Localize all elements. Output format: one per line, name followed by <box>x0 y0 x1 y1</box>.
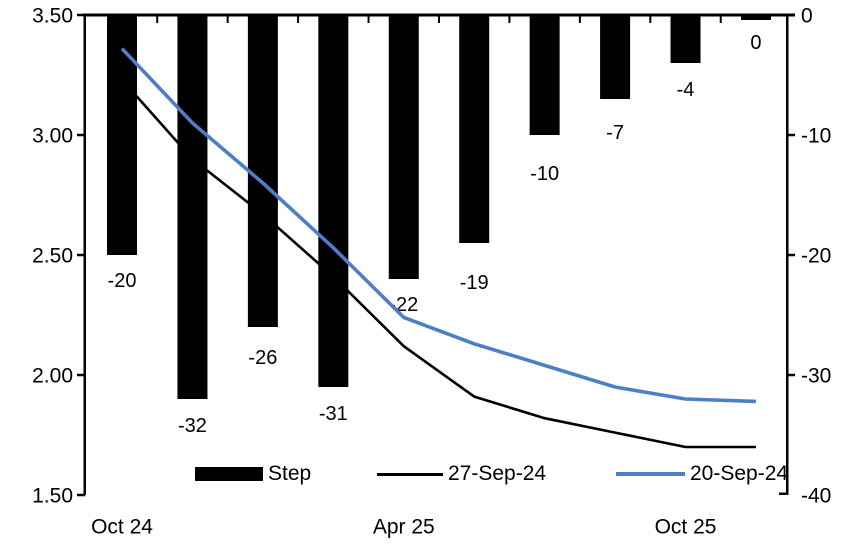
step-bar <box>459 15 490 243</box>
left-axis-tick <box>77 373 85 377</box>
bar-data-label: -32 <box>178 415 207 437</box>
top-axis-tick <box>719 15 722 23</box>
left-axis-tick <box>77 13 85 17</box>
step-bar <box>107 15 137 255</box>
bar-data-label: 0 <box>750 32 761 54</box>
left-axis-tick-label: 1.50 <box>32 485 73 508</box>
legend-label-step: Step <box>268 462 312 485</box>
right-axis-tick <box>779 492 787 495</box>
step-bar <box>529 15 560 135</box>
top-axis-tick <box>297 15 300 23</box>
step-bar <box>670 15 701 63</box>
legend-item-step: Step <box>195 460 311 488</box>
step-bar <box>740 15 771 20</box>
line-series-27-sep-24 <box>121 78 756 449</box>
line-swatch-20-sep-24 <box>616 471 685 477</box>
line-swatch-27-sep-24 <box>377 472 443 476</box>
left-axis-tick-label: 2.00 <box>32 365 73 388</box>
bar-data-label: -26 <box>248 347 277 369</box>
x-axis-label: Oct 24 <box>91 516 153 539</box>
right-axis-tick <box>787 253 795 257</box>
right-axis-tick-label: 0 <box>801 5 813 28</box>
x-axis-label: Oct 25 <box>655 516 717 539</box>
right-axis-tick-label: -20 <box>801 245 831 268</box>
bar-data-label: -31 <box>319 403 348 425</box>
top-axis-tick <box>367 15 370 23</box>
bar-data-label: -10 <box>530 163 559 185</box>
left-axis-tick <box>77 253 85 257</box>
legend-label-27-sep-24: 27-Sep-24 <box>448 462 547 485</box>
bar-data-label: -20 <box>108 270 137 292</box>
top-axis-tick <box>226 15 229 23</box>
top-axis-tick <box>508 15 511 23</box>
step-bar <box>600 15 631 99</box>
top-axis-tick <box>437 15 440 23</box>
left-axis-tick <box>77 133 85 137</box>
right-axis-tick-label: -40 <box>801 485 831 508</box>
bar-data-label: -4 <box>677 79 695 101</box>
bar-data-label: -19 <box>460 272 489 294</box>
step-bar <box>388 15 419 279</box>
left-axis-tick-label: 3.00 <box>32 125 73 148</box>
right-axis-tick-label: -30 <box>801 365 831 388</box>
left-axis-tick-label: 2.50 <box>32 245 73 268</box>
right-axis-tick <box>787 373 795 377</box>
step-bar-swatch <box>195 467 263 481</box>
step-bar <box>247 15 278 327</box>
left-axis-tick-label: 3.50 <box>32 5 73 28</box>
bar-data-label: -7 <box>606 122 624 144</box>
legend-label-20-sep-24: 20-Sep-24 <box>690 462 789 485</box>
left-axis-tick <box>77 493 85 497</box>
step-bar <box>177 15 208 399</box>
top-axis-tick <box>649 15 652 23</box>
top-axis-tick <box>156 15 159 23</box>
top-axis-tick <box>578 15 581 23</box>
x-axis-label: Apr 25 <box>373 516 435 539</box>
legend-item-27-sep-24: 27-Sep-24 <box>377 460 546 488</box>
line-series-20-sep-24 <box>120 47 757 404</box>
right-axis-tick <box>787 133 795 137</box>
legend-item-20-sep-24: 20-Sep-24 <box>616 460 788 488</box>
right-axis-tick-label: -10 <box>801 125 831 148</box>
step-bar <box>318 15 349 387</box>
